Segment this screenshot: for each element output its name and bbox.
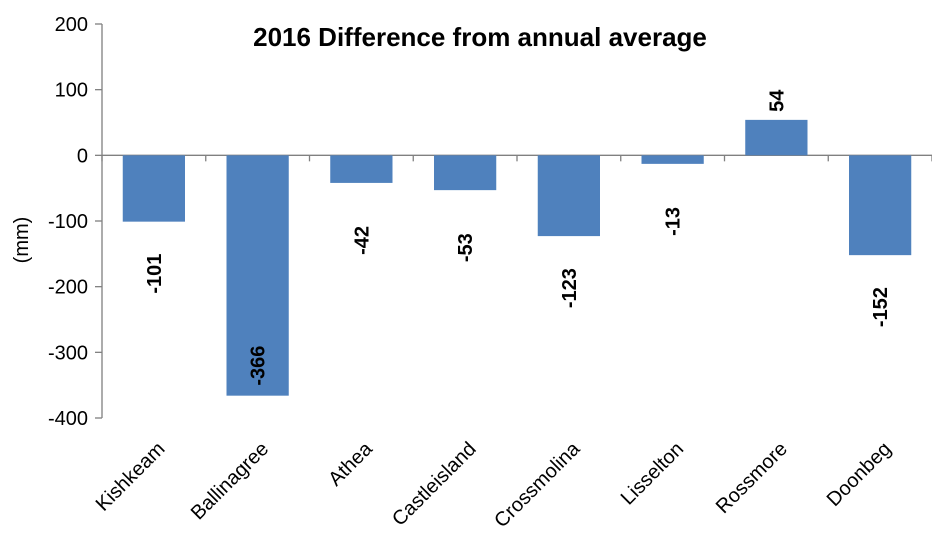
bar-castleisland bbox=[434, 155, 497, 191]
data-label: -101 bbox=[144, 254, 166, 294]
bars bbox=[122, 119, 912, 396]
category-label: Ballinagree bbox=[187, 438, 273, 524]
data-label: -53 bbox=[455, 233, 477, 262]
y-axis: 200 100 0 -100 -200 -300 -400 bbox=[48, 14, 103, 430]
category-label: Doonbeg bbox=[823, 438, 896, 511]
data-label: -13 bbox=[663, 207, 685, 236]
category-label: Athea bbox=[324, 437, 377, 490]
category-label: Kishkeam bbox=[92, 438, 170, 516]
data-label: -42 bbox=[351, 226, 373, 255]
y-axis-label: (mm) bbox=[11, 217, 33, 264]
data-label: -123 bbox=[559, 268, 581, 308]
data-labels: -101 -366 -42 -53 -123 -13 54 -152 bbox=[144, 89, 892, 386]
data-label: -152 bbox=[870, 287, 892, 327]
bar-doonbeg bbox=[849, 155, 912, 256]
category-label: Rossmore bbox=[712, 438, 792, 518]
chart-title: 2016 Difference from annual average bbox=[253, 22, 707, 52]
category-labels: Kishkeam Ballinagree Athea Castleisland Cros… bbox=[92, 437, 896, 532]
category-label: Crossmolina bbox=[490, 437, 585, 532]
bar-rossmore bbox=[745, 119, 808, 156]
y-tick-label: 100 bbox=[55, 80, 88, 102]
y-tick-label: -100 bbox=[48, 211, 88, 233]
y-tick-label: 200 bbox=[55, 14, 88, 36]
data-label: 54 bbox=[766, 89, 788, 112]
data-label: -366 bbox=[248, 346, 270, 386]
y-tick-label: 0 bbox=[77, 145, 88, 167]
y-tick-label: -200 bbox=[48, 277, 88, 299]
bar-crossmolina bbox=[537, 155, 600, 237]
y-tick-label: -300 bbox=[48, 342, 88, 364]
category-label: Castleisland bbox=[388, 438, 481, 531]
y-tick-label: -400 bbox=[48, 408, 88, 430]
bar-kishkeam bbox=[122, 155, 185, 222]
bar-athea bbox=[330, 155, 393, 183]
bar-ballinagree bbox=[226, 155, 289, 396]
category-label: Lisselton bbox=[617, 438, 688, 509]
bar-lisselton bbox=[641, 155, 704, 164]
